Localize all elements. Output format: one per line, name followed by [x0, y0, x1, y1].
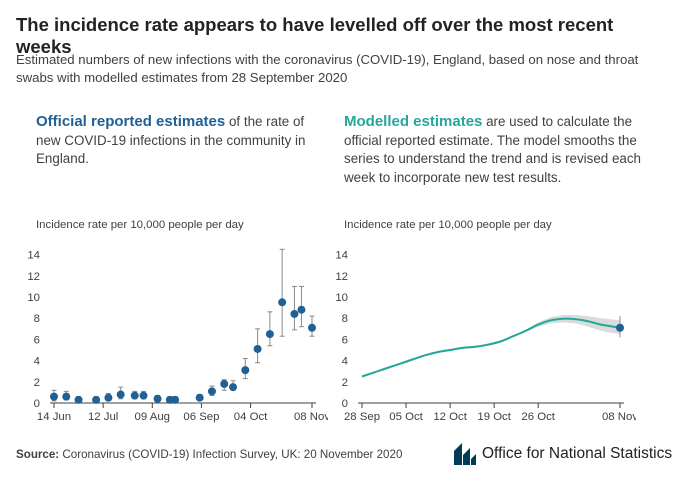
y-tick-label: 10	[336, 292, 348, 304]
data-point	[290, 309, 299, 318]
data-point	[92, 395, 101, 404]
chart-title: The incidence rate appears to have level…	[16, 14, 614, 57]
right-y-axis-title: Incidence rate per 10,000 people per day	[344, 219, 552, 231]
x-tick-label: 28 Sep	[344, 411, 380, 423]
data-point	[153, 394, 162, 403]
official-estimates-text: of the rate of new COVID-19 infections i…	[36, 114, 306, 166]
x-tick-label: 06 Sep	[183, 411, 219, 423]
data-point	[62, 392, 71, 401]
y-tick-label: 2	[342, 377, 348, 389]
data-point	[616, 323, 624, 332]
y-tick-label: 6	[34, 334, 40, 346]
y-tick-label: 12	[28, 271, 40, 283]
x-tick-label: 09 Aug	[135, 411, 170, 423]
y-tick-label: 10	[28, 292, 40, 304]
modelled-estimates-chart: 0 2 4 6 8 10 12 14 28 Sep 05 Oct 12 Oct 19 Oct 26 Oc…	[336, 250, 636, 423]
y-tick-label: 8	[342, 313, 348, 325]
y-tick-label: 14	[336, 250, 348, 262]
y-tick-label: 6	[342, 334, 348, 346]
ons-logo: Office for National Statistics	[454, 441, 672, 467]
data-point	[139, 391, 148, 400]
x-tick-label: 08 Nov	[602, 411, 636, 423]
confidence-band	[362, 315, 620, 378]
official-estimates-description: Official reported estimates of the rate …	[36, 113, 326, 169]
y-tick-label: 8	[34, 313, 40, 325]
x-tick-label: 14 Jun	[37, 411, 71, 423]
data-point	[220, 379, 229, 388]
data-point	[116, 390, 125, 399]
data-point	[74, 395, 83, 404]
data-point	[50, 392, 58, 401]
source-note: Source: Coronavirus (COVID-19) Infection…	[16, 448, 402, 461]
x-tick-label: 04 Oct	[234, 411, 268, 423]
data-point	[308, 323, 316, 332]
left-y-axis-title: Incidence rate per 10,000 people per day	[36, 219, 244, 231]
source-label: Source:	[16, 448, 60, 461]
data-point	[104, 393, 113, 402]
modelled-estimates-description: Modelled estimates are used to calculate…	[344, 113, 644, 187]
y-tick-label: 14	[28, 250, 40, 262]
data-point	[130, 391, 139, 400]
chart-subtitle: Estimated numbers of new infections with…	[16, 52, 639, 85]
data-point	[171, 395, 180, 404]
x-tick-label: 05 Oct	[389, 411, 423, 423]
data-point	[207, 387, 216, 396]
official-estimates-heading: Official reported estimates	[36, 113, 226, 130]
modelled-line	[361, 317, 621, 378]
y-tick-label: 12	[336, 271, 348, 283]
y-tick-label: 4	[34, 356, 40, 368]
source-text: Coronavirus (COVID-19) Infection Survey,…	[59, 448, 403, 461]
data-point	[195, 393, 204, 402]
x-tick-label: 19 Oct	[477, 411, 511, 423]
data-point	[278, 298, 287, 307]
official-estimates-chart: 0 2 4 6 8 10 12 14 14 Jun 12 Jul 09 Aug 06 Sep 04 Oc…	[28, 248, 328, 423]
modelled-estimates-text: are used to calculate the official repor…	[344, 114, 642, 185]
data-point	[265, 330, 274, 339]
data-point	[253, 344, 262, 353]
data-point	[229, 383, 238, 392]
ons-logo-icon	[454, 443, 476, 465]
x-tick-label: 12 Oct	[433, 411, 467, 423]
y-tick-label: 0	[342, 398, 348, 410]
data-point	[241, 366, 250, 375]
y-tick-label: 2	[34, 377, 40, 389]
data-point	[297, 305, 306, 314]
x-tick-label: 12 Jul	[88, 411, 118, 423]
y-tick-label: 0	[34, 398, 40, 410]
x-tick-label: 26 Oct	[521, 411, 555, 423]
x-tick-label: 08 Nov	[294, 411, 328, 423]
y-tick-label: 4	[342, 356, 348, 368]
ons-logo-text: Office for National Statistics	[482, 445, 673, 462]
modelled-estimates-heading: Modelled estimates	[344, 113, 483, 130]
